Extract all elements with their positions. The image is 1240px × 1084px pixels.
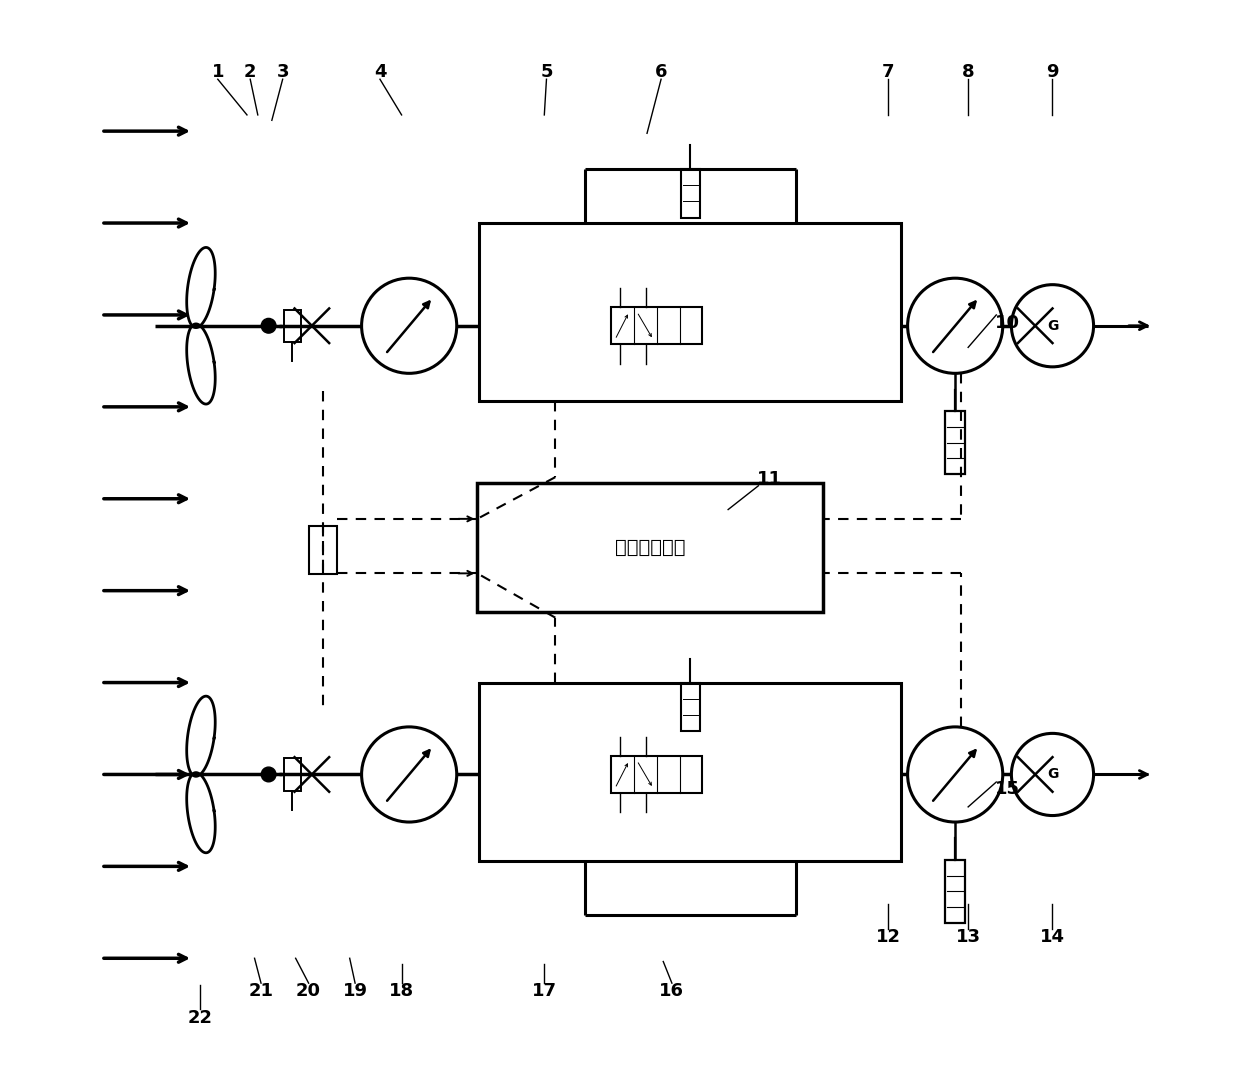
Bar xyxy=(681,683,701,732)
Text: 3: 3 xyxy=(277,63,289,80)
Text: 11: 11 xyxy=(756,470,781,488)
Text: 6: 6 xyxy=(655,63,667,80)
Circle shape xyxy=(262,319,277,333)
Bar xyxy=(681,169,701,218)
Text: 18: 18 xyxy=(389,982,414,999)
Text: 19: 19 xyxy=(342,982,367,999)
Text: 13: 13 xyxy=(956,928,981,945)
Text: 16: 16 xyxy=(660,982,684,999)
Circle shape xyxy=(262,767,277,782)
Text: 20: 20 xyxy=(296,982,321,999)
Text: 闭环控制系统: 闭环控制系统 xyxy=(615,538,686,557)
Bar xyxy=(945,411,966,474)
Text: 1: 1 xyxy=(212,63,224,80)
Bar xyxy=(284,310,301,341)
Bar xyxy=(945,860,966,922)
Text: 21: 21 xyxy=(248,982,274,999)
Text: 15: 15 xyxy=(994,779,1019,798)
Bar xyxy=(480,683,901,861)
Text: 8: 8 xyxy=(962,63,975,80)
Text: 12: 12 xyxy=(875,928,900,945)
Text: 4: 4 xyxy=(373,63,386,80)
Text: 10: 10 xyxy=(994,313,1019,332)
Bar xyxy=(610,308,703,344)
Bar xyxy=(480,223,901,401)
Bar xyxy=(309,527,337,573)
Text: 5: 5 xyxy=(541,63,553,80)
Text: G: G xyxy=(1047,767,1058,782)
Text: 14: 14 xyxy=(1040,928,1065,945)
Text: G: G xyxy=(1047,319,1058,333)
Bar xyxy=(284,758,301,790)
Text: 17: 17 xyxy=(532,982,557,999)
Text: 2: 2 xyxy=(244,63,257,80)
Text: 22: 22 xyxy=(188,1009,213,1027)
Text: 9: 9 xyxy=(1047,63,1059,80)
Bar xyxy=(610,756,703,792)
Bar xyxy=(477,482,823,612)
Text: 7: 7 xyxy=(882,63,894,80)
